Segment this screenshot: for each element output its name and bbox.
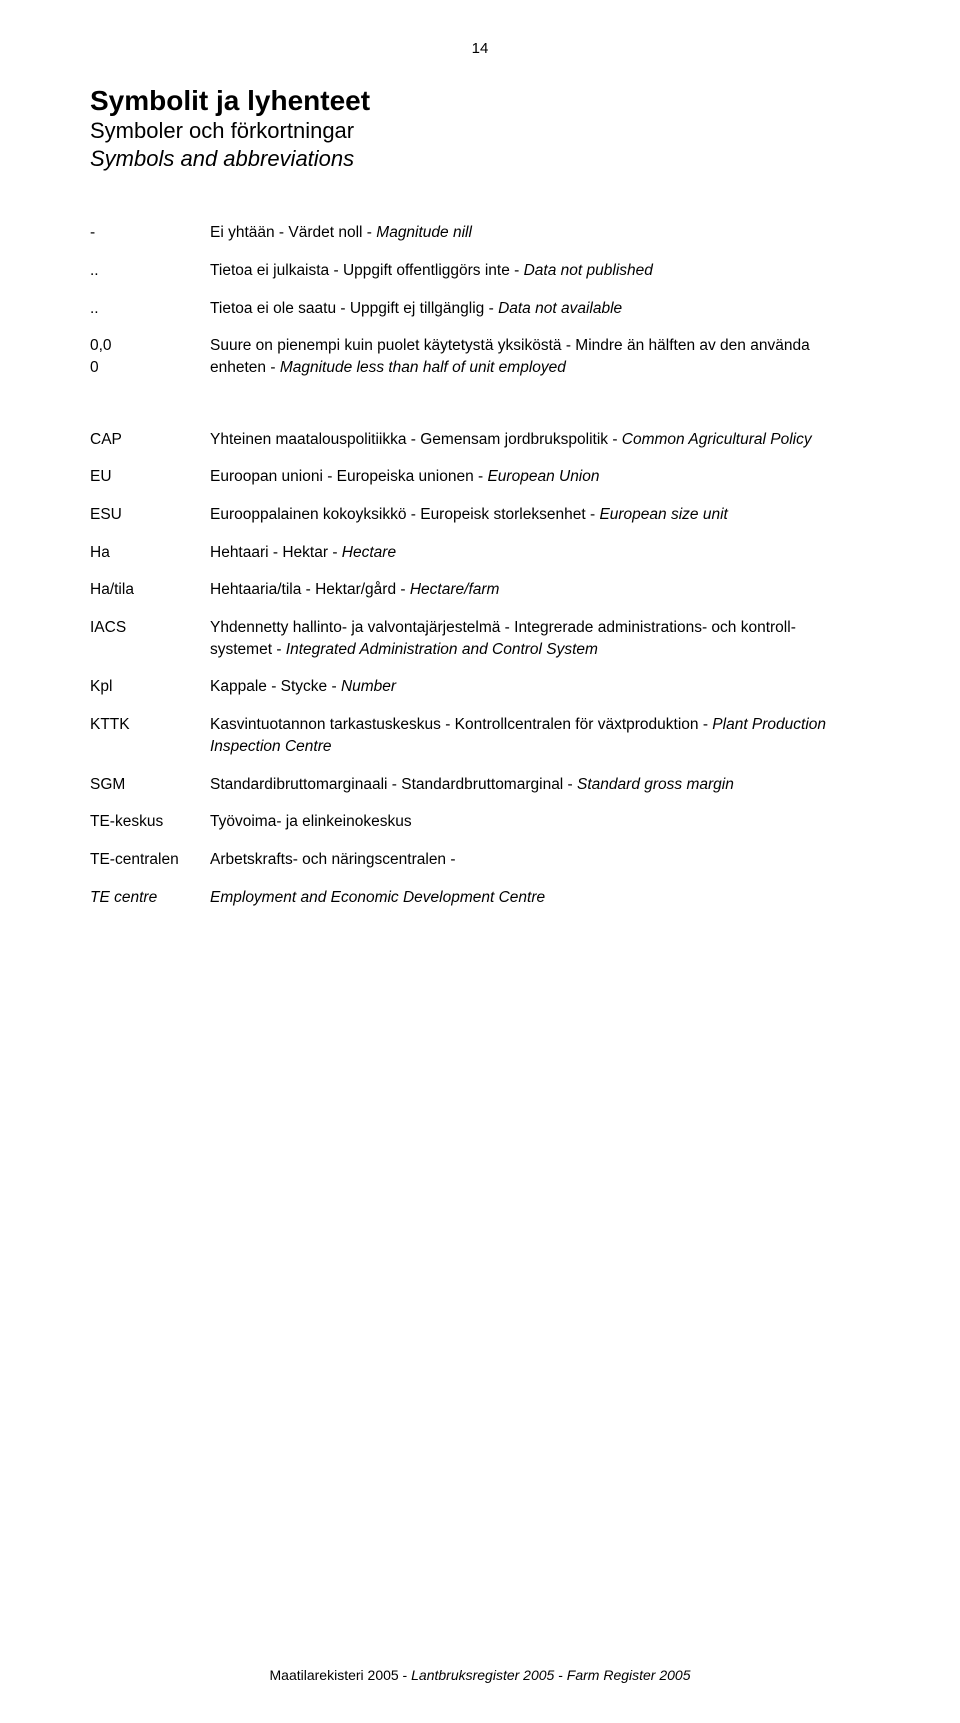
abbr-term: EU <box>90 466 210 488</box>
kttk-line-1a: Kasvintuotannon tarkastuskeskus - Kontro… <box>210 716 712 733</box>
symbol-italic: Data not available <box>498 300 622 317</box>
abbr-text: Yhteinen maatalouspolitiikka - Gemensam … <box>210 431 622 448</box>
kttk-line-1: Kasvintuotannon tarkastuskeskus - Kontro… <box>210 714 870 736</box>
abbr-text: Kappale - Stycke - <box>210 678 341 695</box>
abbr-term: TE-keskus <box>90 811 210 833</box>
abbr-term: CAP <box>90 429 210 451</box>
iacs-line-2: systemet - Integrated Administration and… <box>210 639 870 661</box>
abbr-term: IACS <box>90 617 210 639</box>
symbol-italic: Data not published <box>524 262 653 279</box>
abbr-row-iacs: IACS Yhdennetty hallinto- ja valvontajär… <box>90 617 870 660</box>
abbr-row-kpl: Kpl Kappale - Stycke - Number <box>90 676 870 698</box>
abbr-row-tecentre: TE centre Employment and Economic Develo… <box>90 887 870 909</box>
symbol-text: Ei yhtään - Värdet noll - <box>210 224 376 241</box>
page-footer: Maatilarekisteri 2005 - Lantbruksregiste… <box>0 1667 960 1683</box>
abbr-body: Hehtaaria/tila - Hektar/gård - Hectare/f… <box>210 579 870 601</box>
abbr-term: KTTK <box>90 714 210 736</box>
page-number: 14 <box>90 40 870 57</box>
symbol-italic: Magnitude nill <box>376 224 472 241</box>
abbr-body: Työvoima- ja elinkeinokeskus <box>210 811 870 833</box>
abbr-term-italic: TE centre <box>90 887 210 909</box>
footer-fi: Maatilarekisteri 2005 - <box>270 1667 412 1683</box>
abbr-text: Hehtaaria/tila - Hektar/gård - <box>210 581 410 598</box>
iacs-line-2a: systemet - <box>210 641 286 658</box>
abbr-body-italic: Employment and Economic Development Cent… <box>210 887 870 909</box>
zero-line-2a: enheten - <box>210 359 280 376</box>
abbr-row-esu: ESU Eurooppalainen kokoyksikkö - Europei… <box>90 504 870 526</box>
abbr-row-hatila: Ha/tila Hehtaaria/tila - Hektar/gård - H… <box>90 579 870 601</box>
iacs-line-2b: Integrated Administration and Control Sy… <box>286 641 598 658</box>
zero-term-2: 0 <box>90 357 210 379</box>
abbr-row-kttk: KTTK Kasvintuotannon tarkastuskeskus - K… <box>90 714 870 757</box>
symbol-term: .. <box>90 260 210 282</box>
page: 14 Symbolit ja lyhenteet Symboler och fö… <box>0 0 960 1723</box>
zero-line-2: enheten - Magnitude less than half of un… <box>210 357 870 379</box>
abbr-body: Hehtaari - Hektar - Hectare <box>210 542 870 564</box>
abbr-text: Standardibruttomarginaali - Standardbrut… <box>210 776 577 793</box>
abbr-body: Standardibruttomarginaali - Standardbrut… <box>210 774 870 796</box>
abbr-body: Yhteinen maatalouspolitiikka - Gemensam … <box>210 429 870 451</box>
abbr-row-cap: CAP Yhteinen maatalouspolitiikka - Gemen… <box>90 429 870 451</box>
abbr-italic: European Union <box>487 468 599 485</box>
abbr-body: Arbetskrafts- och näringscentralen - <box>210 849 870 871</box>
abbr-text: Euroopan unioni - Europeiska unionen - <box>210 468 487 485</box>
symbol-row: - Ei yhtään - Värdet noll - Magnitude ni… <box>90 222 870 244</box>
footer-en: Farm Register 2005 <box>567 1667 691 1683</box>
abbr-row-tekeskus: TE-keskus Työvoima- ja elinkeinokeskus <box>90 811 870 833</box>
symbol-body: Tietoa ei julkaista - Uppgift offentligg… <box>210 260 870 282</box>
abbr-term: ESU <box>90 504 210 526</box>
abbr-text: Eurooppalainen kokoyksikkö - Europeisk s… <box>210 506 599 523</box>
abbr-italic: Number <box>341 678 396 695</box>
title-main: Symbolit ja lyhenteet <box>90 85 870 117</box>
abbr-body: Euroopan unioni - Europeiska unionen - E… <box>210 466 870 488</box>
symbol-term: .. <box>90 298 210 320</box>
abbr-text: Hehtaari - Hektar - <box>210 544 342 561</box>
abbr-italic: Common Agricultural Policy <box>622 431 812 448</box>
symbols-block: - Ei yhtään - Värdet noll - Magnitude ni… <box>90 222 870 378</box>
abbr-body: Kasvintuotannon tarkastuskeskus - Kontro… <box>210 714 870 757</box>
zero-term-1: 0,0 <box>90 335 210 357</box>
abbr-italic: European size unit <box>599 506 727 523</box>
abbr-term: Ha <box>90 542 210 564</box>
abbr-term: Ha/tila <box>90 579 210 601</box>
kttk-line-1b: Plant Production <box>712 716 826 733</box>
footer-dash: - <box>554 1667 566 1683</box>
kttk-line-2: Inspection Centre <box>210 736 870 758</box>
title-block: Symbolit ja lyhenteet Symboler och förko… <box>90 85 870 172</box>
symbol-zero-row: 0,0 0 Suure on pienempi kuin puolet käyt… <box>90 335 870 378</box>
abbr-body: Kappale - Stycke - Number <box>210 676 870 698</box>
title-sub: Symboler och förkortningar <box>90 117 870 145</box>
symbol-row: .. Tietoa ei ole saatu - Uppgift ej till… <box>90 298 870 320</box>
symbol-row: .. Tietoa ei julkaista - Uppgift offentl… <box>90 260 870 282</box>
abbr-row-sgm: SGM Standardibruttomarginaali - Standard… <box>90 774 870 796</box>
symbol-text: Tietoa ei julkaista - Uppgift offentligg… <box>210 262 524 279</box>
abbreviations-block: CAP Yhteinen maatalouspolitiikka - Gemen… <box>90 429 870 909</box>
zero-line-1: Suure on pienempi kuin puolet käytetystä… <box>210 335 870 357</box>
title-sub-italic: Symbols and abbreviations <box>90 145 870 173</box>
abbr-body: Eurooppalainen kokoyksikkö - Europeisk s… <box>210 504 870 526</box>
abbr-row-eu: EU Euroopan unioni - Europeiska unionen … <box>90 466 870 488</box>
abbr-row-ha: Ha Hehtaari - Hektar - Hectare <box>90 542 870 564</box>
zero-line-2b: Magnitude less than half of unit employe… <box>280 359 566 376</box>
abbr-body: Yhdennetty hallinto- ja valvontajärjeste… <box>210 617 870 660</box>
symbol-zero-body: Suure on pienempi kuin puolet käytetystä… <box>210 335 870 378</box>
abbr-italic: Hectare <box>342 544 396 561</box>
symbol-term: - <box>90 222 210 244</box>
footer-sv: Lantbruksregister 2005 <box>411 1667 554 1683</box>
abbr-term: SGM <box>90 774 210 796</box>
abbr-row-tecentralen: TE-centralen Arbetskrafts- och näringsce… <box>90 849 870 871</box>
symbol-body: Ei yhtään - Värdet noll - Magnitude nill <box>210 222 870 244</box>
symbol-zero-terms: 0,0 0 <box>90 335 210 378</box>
iacs-line-1: Yhdennetty hallinto- ja valvontajärjeste… <box>210 617 870 639</box>
abbr-term: TE-centralen <box>90 849 210 871</box>
abbr-italic: Hectare/farm <box>410 581 500 598</box>
abbr-term: Kpl <box>90 676 210 698</box>
symbol-body: Tietoa ei ole saatu - Uppgift ej tillgän… <box>210 298 870 320</box>
symbol-text: Tietoa ei ole saatu - Uppgift ej tillgän… <box>210 300 498 317</box>
abbr-italic: Standard gross margin <box>577 776 734 793</box>
